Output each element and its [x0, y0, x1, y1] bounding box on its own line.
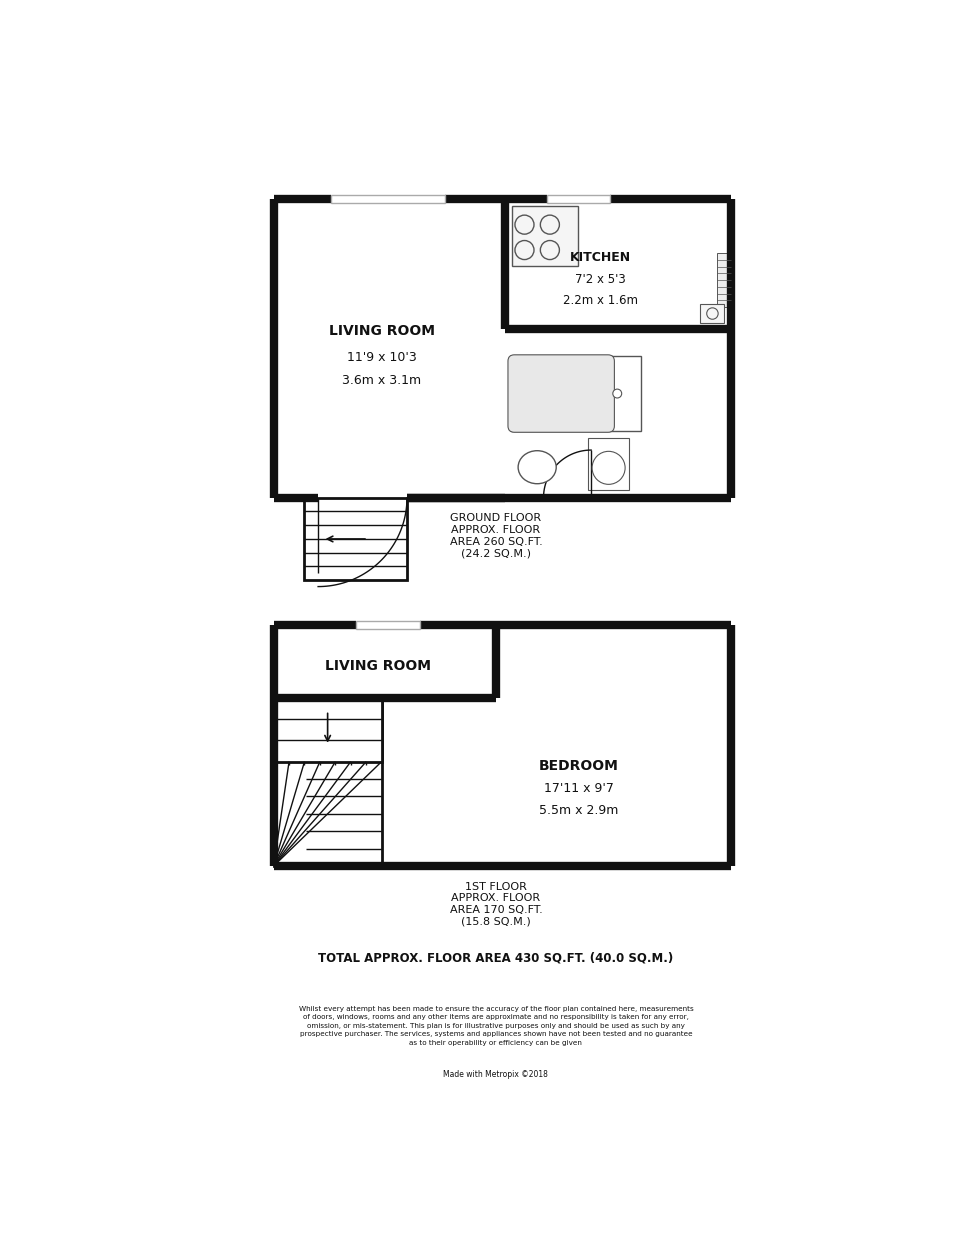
Text: TOTAL APPROX. FLOOR AREA 430 SQ.FT. (40.0 SQ.M.): TOTAL APPROX. FLOOR AREA 430 SQ.FT. (40.…: [318, 951, 673, 965]
Text: BEDROOM: BEDROOM: [539, 758, 618, 773]
Bar: [304, 497, 407, 580]
FancyBboxPatch shape: [508, 355, 614, 432]
Text: 2.2m x 1.6m: 2.2m x 1.6m: [564, 294, 638, 307]
Text: Made with Metropix ©2018: Made with Metropix ©2018: [444, 1070, 549, 1079]
Circle shape: [612, 390, 621, 398]
Bar: [512, 205, 578, 266]
Bar: [356, 621, 419, 628]
Ellipse shape: [518, 450, 557, 484]
Text: Whilst every attempt has been made to ensure the accuracy of the floor plan cont: Whilst every attempt has been made to en…: [299, 1006, 693, 1045]
Text: GROUND FLOOR
APPROX. FLOOR
AREA 260 SQ.FT.
(24.2 SQ.M.): GROUND FLOOR APPROX. FLOOR AREA 260 SQ.F…: [450, 513, 542, 558]
Text: 11'9 x 10'3: 11'9 x 10'3: [347, 351, 416, 365]
Text: 17'11 x 9'7: 17'11 x 9'7: [544, 782, 613, 795]
Bar: [588, 438, 629, 490]
Text: 3.6m x 3.1m: 3.6m x 3.1m: [342, 375, 421, 387]
Bar: [273, 698, 381, 762]
Text: 7'2 x 5'3: 7'2 x 5'3: [575, 273, 626, 287]
Bar: [331, 195, 445, 203]
Text: LIVING ROOM: LIVING ROOM: [325, 659, 431, 673]
Bar: [547, 195, 611, 203]
Bar: [717, 254, 731, 307]
Text: KITCHEN: KITCHEN: [570, 251, 631, 265]
Bar: [511, 356, 641, 430]
Bar: [273, 698, 381, 866]
Bar: [701, 304, 724, 323]
Text: LIVING ROOM: LIVING ROOM: [328, 324, 434, 338]
Text: 1ST FLOOR
APPROX. FLOOR
AREA 170 SQ.FT.
(15.8 SQ.M.): 1ST FLOOR APPROX. FLOOR AREA 170 SQ.FT. …: [450, 882, 542, 927]
Ellipse shape: [592, 452, 625, 485]
Text: 5.5m x 2.9m: 5.5m x 2.9m: [539, 804, 618, 818]
